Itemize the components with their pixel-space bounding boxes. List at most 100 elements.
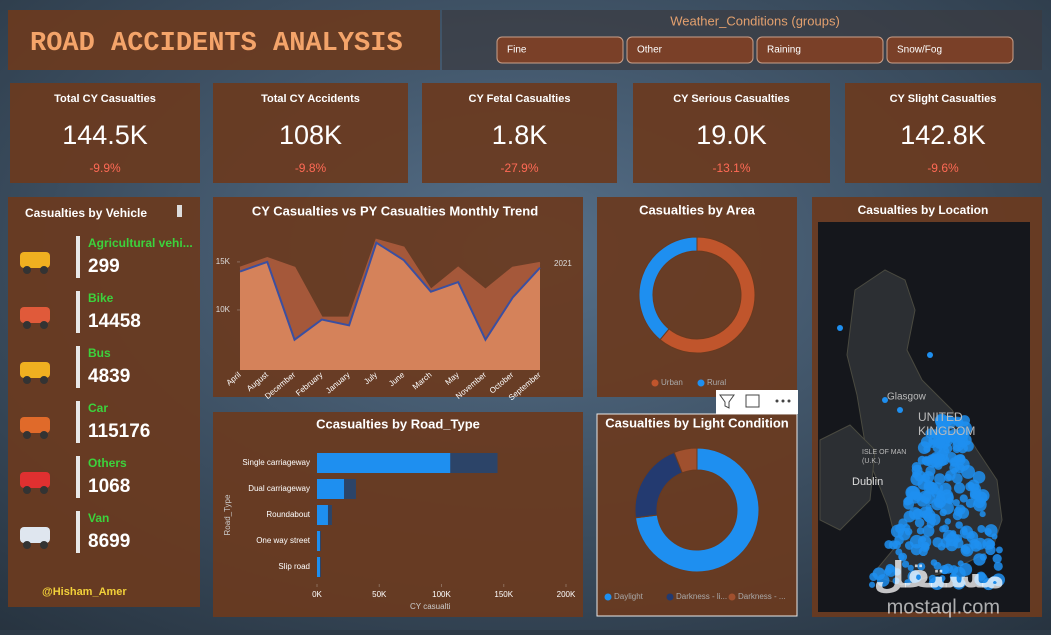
vehicle-list: Agricultural vehi... 299 Bike 14458 Bus 4839 C… xyxy=(20,236,193,553)
map-point xyxy=(977,525,986,533)
y-tick-label: 15K xyxy=(216,257,231,266)
map-point xyxy=(952,499,960,507)
legend-swatch xyxy=(604,593,612,601)
map-point xyxy=(974,572,988,587)
kpi-change: -9.9% xyxy=(89,161,121,175)
series-label: 2021 xyxy=(554,259,572,268)
kpi-card xyxy=(213,83,408,183)
focus-icon[interactable] xyxy=(745,394,760,408)
map-label: Dublin xyxy=(852,476,883,488)
map-label: KINGDOM xyxy=(918,424,975,438)
bar xyxy=(317,505,328,525)
kpi-card xyxy=(633,83,830,183)
kpi-card xyxy=(422,83,617,183)
legend-label: Daylight xyxy=(614,592,644,601)
donut-slice xyxy=(673,447,698,474)
map-point xyxy=(984,527,992,536)
map-point xyxy=(892,540,901,550)
kpi-title: Total CY Casualties xyxy=(54,93,156,105)
donut-slice xyxy=(634,447,760,573)
map-point xyxy=(908,507,922,520)
line xyxy=(239,238,541,319)
map-point xyxy=(933,437,945,449)
map-point xyxy=(990,575,998,584)
legend-label: Urban xyxy=(661,378,683,387)
map-point xyxy=(872,567,886,581)
area-fill xyxy=(240,242,540,370)
kpi-row: Total CY Casualties 144.5K -9.9% Total CY A… xyxy=(10,83,1041,183)
slicer-button[interactable] xyxy=(886,36,1014,64)
bar xyxy=(317,531,320,551)
bar xyxy=(317,479,345,499)
map-point xyxy=(952,473,963,484)
map-point xyxy=(919,536,927,543)
separator xyxy=(76,291,80,333)
x-tick-label: 50K xyxy=(372,590,387,599)
chart-title: CY Casualties vs PY Casualties Monthly T… xyxy=(252,203,538,218)
map-point xyxy=(895,548,903,556)
map-point xyxy=(923,445,931,453)
map-point xyxy=(922,524,935,537)
y-tick-label: Dual carriageway xyxy=(248,484,310,493)
filter-icon[interactable] xyxy=(719,394,735,409)
map-label: (U.K.) xyxy=(862,458,880,465)
map-point xyxy=(955,504,966,515)
y-tick-label: 10K xyxy=(216,305,231,314)
vehicle-icon xyxy=(20,417,50,433)
slicer-button[interactable] xyxy=(626,36,754,64)
map-point xyxy=(942,416,953,427)
vehicle-icon-wheel xyxy=(23,321,31,329)
legend-label: Darkness - ... xyxy=(738,592,786,601)
map-point xyxy=(925,465,936,477)
light-panel[interactable] xyxy=(596,413,798,617)
legend-swatch xyxy=(728,593,736,601)
vehicle-icon xyxy=(20,472,50,488)
map-point xyxy=(917,562,926,571)
kpi-value: 1.8K xyxy=(492,120,548,150)
map-point xyxy=(942,563,954,574)
map-point xyxy=(944,518,952,525)
map-point xyxy=(930,559,938,566)
slicer-button[interactable] xyxy=(756,36,884,64)
map-point xyxy=(907,564,914,571)
map-point xyxy=(905,496,913,504)
map-point xyxy=(944,473,952,482)
y-tick-label: One way street xyxy=(256,536,311,545)
vehicle-icon-wheel xyxy=(40,321,48,329)
vehicle-icon-wheel xyxy=(23,431,31,439)
slicer-option: Fine xyxy=(507,45,527,56)
vehicle-value: 1068 xyxy=(88,476,130,497)
credit: @Hisham_Amer xyxy=(42,586,127,598)
map-point xyxy=(970,540,982,552)
area-panel xyxy=(597,197,797,397)
x-tick-label: 200K xyxy=(557,590,576,599)
scrollbar[interactable] xyxy=(177,205,182,217)
map-point xyxy=(942,492,954,504)
slicer-button[interactable] xyxy=(496,36,624,64)
y-tick-label: Single carriageway xyxy=(242,458,310,467)
visual-toolbar xyxy=(716,390,798,414)
watermark: مستقل xyxy=(873,555,1005,596)
legend-swatch xyxy=(697,379,705,387)
vehicle-icon-wheel xyxy=(40,376,48,384)
map-point xyxy=(837,325,843,331)
map-point xyxy=(993,561,1003,571)
chart-title: Casualties by Light Condition xyxy=(605,415,789,430)
map-point xyxy=(921,510,929,518)
slicer-option: Snow/Fog xyxy=(897,45,942,56)
kpi-change: -9.8% xyxy=(295,161,327,175)
map-point xyxy=(868,581,876,588)
map-point xyxy=(973,497,987,512)
axis-title: Road_Type xyxy=(223,494,232,535)
line xyxy=(239,241,541,342)
more-icon[interactable] xyxy=(775,399,791,403)
chart-title: Casualties by Area xyxy=(639,202,756,217)
bar xyxy=(317,453,451,473)
map-point xyxy=(911,462,922,472)
map-point xyxy=(890,524,904,538)
map-point xyxy=(916,527,925,535)
road-panel xyxy=(213,412,583,617)
map-point xyxy=(992,554,1002,564)
kpi-value: 19.0K xyxy=(696,120,767,150)
